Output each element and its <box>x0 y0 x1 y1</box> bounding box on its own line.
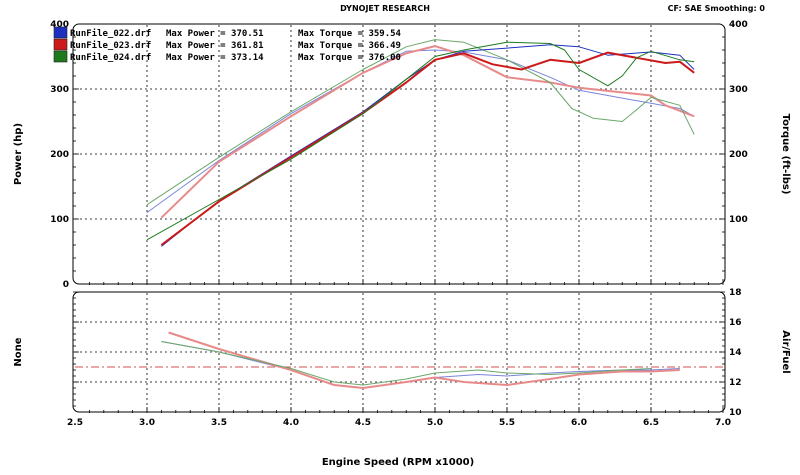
rpm-tick-label: 5.0 <box>427 418 443 428</box>
torque-axis-title: Torque (ft-lbs) <box>780 114 791 195</box>
rpm-tick-label: 7.0 <box>715 418 731 428</box>
series-power-runfile-023-drf <box>160 51 695 246</box>
legend-swatch-run023 <box>53 38 68 51</box>
torque-tick-label: 100 <box>729 215 748 225</box>
air-fuel-tick-label: 14 <box>729 348 742 358</box>
torque-tick-label: 200 <box>729 150 748 160</box>
torque-tick-label: 300 <box>729 85 748 95</box>
series-torque-runfile-023-drf <box>160 45 695 219</box>
series-torque-runfile-024-drf <box>146 39 695 206</box>
none-axis-title: None <box>13 337 24 366</box>
power-torque-grid <box>75 25 723 283</box>
legend-torque-run023: Max Torque = 366.49 <box>298 41 401 51</box>
legend-torque-run024: Max Torque = 376.00 <box>298 53 401 63</box>
power-tick-label: 400 <box>50 20 69 30</box>
series-power-runfile-024-drf <box>146 41 695 241</box>
rpm-tick-label: 3.0 <box>139 418 155 428</box>
air-fuel-grid <box>75 293 723 411</box>
power-tick-label: 0 <box>63 280 69 290</box>
air-fuel-series <box>161 331 680 389</box>
legend-swatch-run024 <box>53 50 68 63</box>
rpm-tick-label: 5.5 <box>499 418 515 428</box>
power-tick-label: 200 <box>50 150 69 160</box>
rpm-tick-label: 6.0 <box>571 418 587 428</box>
legend-power-run024: Max Power = 373.14 <box>166 53 264 63</box>
series-torque-runfile-022-drf <box>146 49 695 213</box>
rpm-tick-label: 4.0 <box>283 418 299 428</box>
torque-tick-label: 400 <box>729 20 748 30</box>
series-power-runfile-022-drf <box>161 44 695 247</box>
series-afr-runfile-023-drf <box>168 331 680 389</box>
rpm-axis-title: Engine Speed (RPM x1000) <box>322 457 474 468</box>
power-torque-series <box>146 39 695 247</box>
power-axis-title: Power (hp) <box>13 123 24 185</box>
legend-file-run022: RunFile_022.drf <box>70 28 151 39</box>
legend: RunFile_022.drf Max Power = 370.51 Max T… <box>53 26 402 63</box>
legend-swatch-run022 <box>53 26 68 39</box>
rpm-tick-label: 2.5 <box>67 418 83 428</box>
air-fuel-axis-ticks: 10 12 14 16 18 <box>729 288 742 418</box>
air-fuel-tick-label: 18 <box>729 288 742 298</box>
legend-file-run023: RunFile_023.drf <box>70 40 151 51</box>
power-axis-ticks: 0 100 200 300 400 <box>50 20 69 290</box>
series-afr-runfile-024-drf <box>161 341 652 386</box>
air-fuel-tick-label: 16 <box>729 318 742 328</box>
power-tick-label: 300 <box>50 85 69 95</box>
legend-power-run023: Max Power = 361.81 <box>166 41 264 51</box>
air-fuel-tick-label: 12 <box>729 378 742 388</box>
torque-axis-ticks: 100 200 300 400 <box>729 20 748 225</box>
rpm-tick-label: 3.5 <box>211 418 227 428</box>
rpm-tick-label: 6.5 <box>643 418 659 428</box>
rpm-tick-label: 4.5 <box>355 418 371 428</box>
header-cf-smoothing: CF: SAE Smoothing: 0 <box>668 4 766 13</box>
legend-torque-run022: Max Torque = 359.54 <box>298 29 402 39</box>
air-fuel-tick-label: 10 <box>729 408 742 418</box>
rpm-axis-ticks: 2.5 3.0 3.5 4.0 4.5 5.0 5.5 6.0 6.5 7.0 <box>67 418 731 428</box>
power-tick-label: 100 <box>50 215 69 225</box>
air-fuel-axis-title: Air/Fuel <box>780 330 791 373</box>
legend-power-run022: Max Power = 370.51 <box>166 29 264 39</box>
legend-file-run024: RunFile_024.drf <box>70 52 151 63</box>
header-title: DYNOJET RESEARCH <box>340 4 430 13</box>
minor-tick-marks <box>73 36 725 413</box>
